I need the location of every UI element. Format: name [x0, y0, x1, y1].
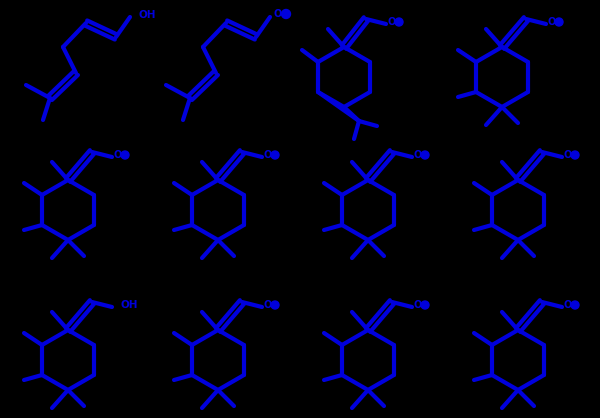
Text: O: O	[414, 150, 422, 160]
Text: O: O	[414, 300, 422, 310]
Circle shape	[421, 151, 429, 159]
Circle shape	[571, 151, 579, 159]
Text: O: O	[114, 150, 122, 160]
Text: O: O	[264, 300, 272, 310]
Text: O: O	[388, 17, 396, 27]
Circle shape	[395, 18, 403, 26]
Circle shape	[271, 151, 279, 159]
Text: O: O	[274, 9, 282, 19]
Circle shape	[571, 301, 579, 309]
Circle shape	[555, 18, 563, 26]
Circle shape	[421, 301, 429, 309]
Circle shape	[121, 151, 129, 159]
Text: OH: OH	[138, 10, 156, 20]
Text: OH: OH	[120, 300, 138, 310]
Text: O: O	[264, 150, 272, 160]
Circle shape	[271, 301, 279, 309]
Text: O: O	[548, 17, 556, 27]
Circle shape	[281, 10, 290, 18]
Text: O: O	[564, 150, 572, 160]
Text: O: O	[564, 300, 572, 310]
